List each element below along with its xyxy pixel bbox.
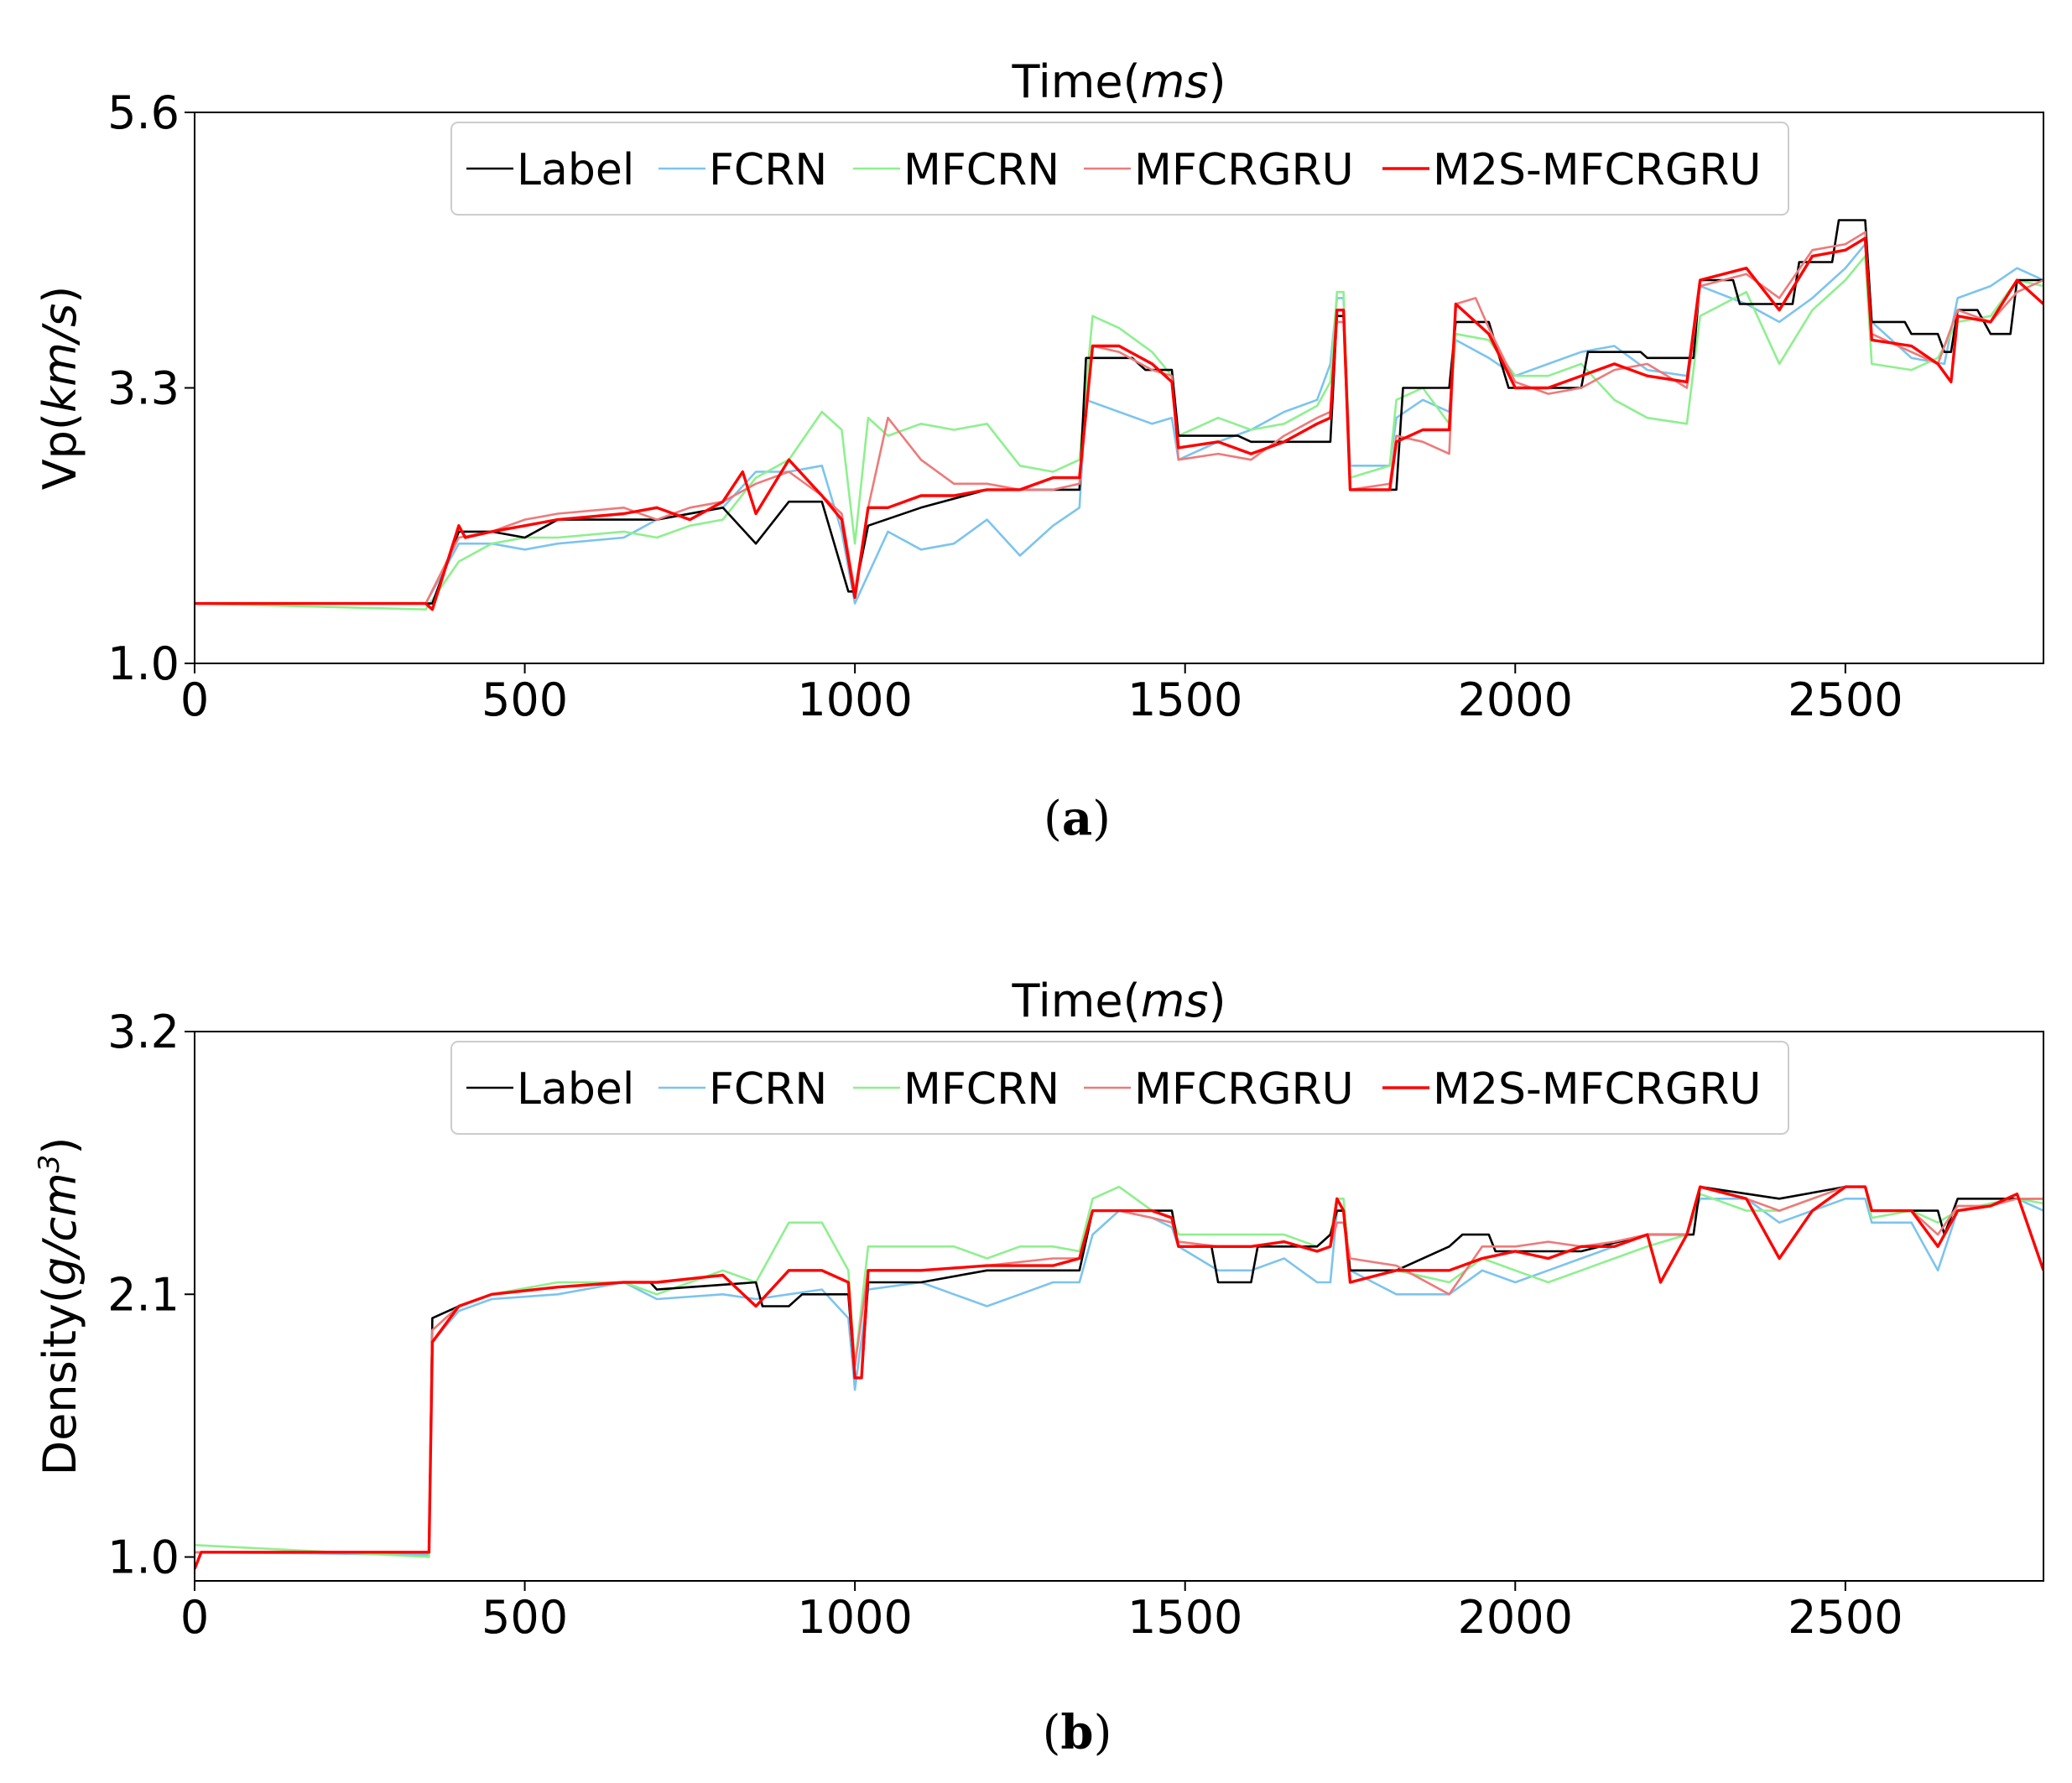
series-line-mfcrgru bbox=[195, 1185, 2043, 1554]
x-tick-label: 2000 bbox=[1458, 1591, 1573, 1644]
legend-label-label: Label bbox=[517, 1064, 634, 1115]
y-tick-label: 1.0 bbox=[107, 1531, 180, 1584]
panel-caption-letter: a bbox=[1062, 791, 1092, 846]
y-tick-label: 5.6 bbox=[107, 86, 180, 139]
legend-label-label: Label bbox=[517, 145, 634, 195]
chart-panel-a: 0 500 1000 1500 2000 2500 1.0 3.3 5.6 Time(ms) Vp(… bbox=[34, 55, 2044, 846]
x-tick-label: 2500 bbox=[1788, 1591, 1903, 1644]
series-line-m2s-mfcrgru bbox=[195, 1185, 2043, 1570]
legend-label-m2s-mfcrgru: M2S-MFCRGRU bbox=[1433, 1064, 1761, 1115]
y-axis-label: Vp(km/s) bbox=[34, 286, 86, 491]
series-line-mfcrn bbox=[195, 255, 2043, 611]
x-tick-label: 1500 bbox=[1127, 1591, 1242, 1644]
legend-label-mfcrgru: MFCRGRU bbox=[1134, 145, 1354, 195]
x-tick-label: 2500 bbox=[1788, 673, 1903, 726]
legend-label-mfcrn: MFCRN bbox=[903, 1064, 1059, 1115]
series-line-m2s-mfcrgru bbox=[195, 237, 2043, 611]
series-group bbox=[195, 219, 2043, 611]
y-tick-label: 3.2 bbox=[107, 1006, 180, 1058]
legend-label-mfcrgru: MFCRGRU bbox=[1134, 1064, 1354, 1115]
legend-label-fcrn: FCRN bbox=[709, 145, 827, 195]
series-line-fcrn bbox=[195, 242, 2043, 605]
panel-caption-letter: b bbox=[1060, 1705, 1093, 1760]
series-group bbox=[195, 1185, 2043, 1570]
plot-frame bbox=[194, 1031, 2044, 1582]
x-tick-label: 0 bbox=[180, 673, 209, 726]
y-tick-label: 1.0 bbox=[107, 637, 180, 690]
x-tick-label: 500 bbox=[482, 1591, 568, 1644]
y-tick-label: 2.1 bbox=[107, 1268, 180, 1321]
chart-title: Time(ms) bbox=[1011, 975, 1226, 1027]
legend-label-mfcrn: MFCRN bbox=[903, 145, 1059, 195]
x-tick-label: 2000 bbox=[1458, 673, 1573, 726]
series-line-mfcrn bbox=[195, 1185, 2043, 1558]
series-line-label bbox=[195, 1185, 2043, 1554]
chart-title: Time(ms) bbox=[1011, 55, 1226, 108]
legend-label-fcrn: FCRN bbox=[709, 1064, 827, 1115]
series-line-mfcrgru bbox=[195, 231, 2043, 605]
x-tick-label: 500 bbox=[482, 673, 568, 726]
y-tick-label: 3.3 bbox=[107, 362, 180, 415]
legend: Label FCRN MFCRN MFCRGRU M2S-MFCRGRU bbox=[450, 122, 1789, 216]
x-tick-label: 1000 bbox=[797, 1591, 912, 1644]
panel-caption: (a) bbox=[1044, 791, 1111, 846]
series-line-fcrn bbox=[195, 1198, 2043, 1556]
x-tick-label: 0 bbox=[180, 1591, 209, 1644]
chart-panel-b: 0 500 1000 1500 2000 2500 1.0 2.1 3.2 Time(ms) Den… bbox=[33, 975, 2044, 1760]
panel-caption: (b) bbox=[1043, 1705, 1112, 1760]
y-axis-label: Density(g/cm3) bbox=[33, 1137, 86, 1476]
x-tick-label: 1500 bbox=[1127, 673, 1242, 726]
legend: Label FCRN MFCRN MFCRGRU M2S-MFCRGRU bbox=[450, 1041, 1789, 1135]
legend-label-m2s-mfcrgru: M2S-MFCRGRU bbox=[1433, 145, 1761, 195]
x-tick-label: 1000 bbox=[797, 673, 912, 726]
